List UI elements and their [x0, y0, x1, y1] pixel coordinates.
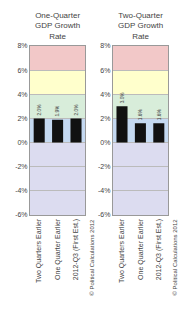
- svg-text:2.0%: 2.0%: [74, 104, 79, 116]
- svg-text:-2%: -2%: [98, 163, 110, 170]
- svg-text:8%: 8%: [100, 42, 110, 49]
- svg-text:0%: 0%: [17, 139, 27, 146]
- svg-text:1.6%: 1.6%: [138, 109, 143, 121]
- svg-text:Two Quarters Earlier: Two Quarters Earlier: [35, 218, 43, 283]
- svg-text:1.9%: 1.9%: [55, 105, 60, 117]
- svg-text:2%: 2%: [17, 115, 27, 122]
- svg-text:2012-Q3 (First Est.): 2012-Q3 (First Est.): [72, 219, 80, 280]
- svg-text:2%: 2%: [100, 115, 110, 122]
- svg-text:8%: 8%: [17, 42, 27, 49]
- svg-text:6%: 6%: [17, 67, 27, 74]
- svg-text:1.6%: 1.6%: [157, 109, 162, 121]
- svg-text:© Political Calculations 2012: © Political Calculations 2012: [89, 219, 95, 296]
- svg-text:4%: 4%: [17, 91, 27, 98]
- svg-text:Two Quarters Earlier: Two Quarters Earlier: [118, 218, 126, 283]
- svg-text:Two-QuarterGDP GrowthRate: Two-QuarterGDP GrowthRate: [118, 11, 163, 41]
- svg-text:-6%: -6%: [15, 211, 27, 218]
- svg-text:2012-Q3 (First Est.): 2012-Q3 (First Est.): [155, 219, 163, 280]
- svg-text:-4%: -4%: [15, 187, 27, 194]
- svg-text:-6%: -6%: [98, 211, 110, 218]
- svg-text:-4%: -4%: [98, 187, 110, 194]
- svg-text:2.0%: 2.0%: [37, 104, 42, 116]
- svg-text:One-QuarterGDP GrowthRate: One-QuarterGDP GrowthRate: [35, 11, 80, 41]
- svg-text:One Quarter Earlier: One Quarter Earlier: [137, 218, 145, 280]
- svg-text:-2%: -2%: [15, 163, 27, 170]
- svg-text:One Quarter Earlier: One Quarter Earlier: [54, 218, 62, 280]
- svg-text:6%: 6%: [100, 67, 110, 74]
- svg-text:4%: 4%: [100, 91, 110, 98]
- svg-text:0%: 0%: [100, 139, 110, 146]
- svg-text:3.0%: 3.0%: [120, 92, 125, 104]
- svg-text:© Political Calculations 2012: © Political Calculations 2012: [172, 219, 178, 296]
